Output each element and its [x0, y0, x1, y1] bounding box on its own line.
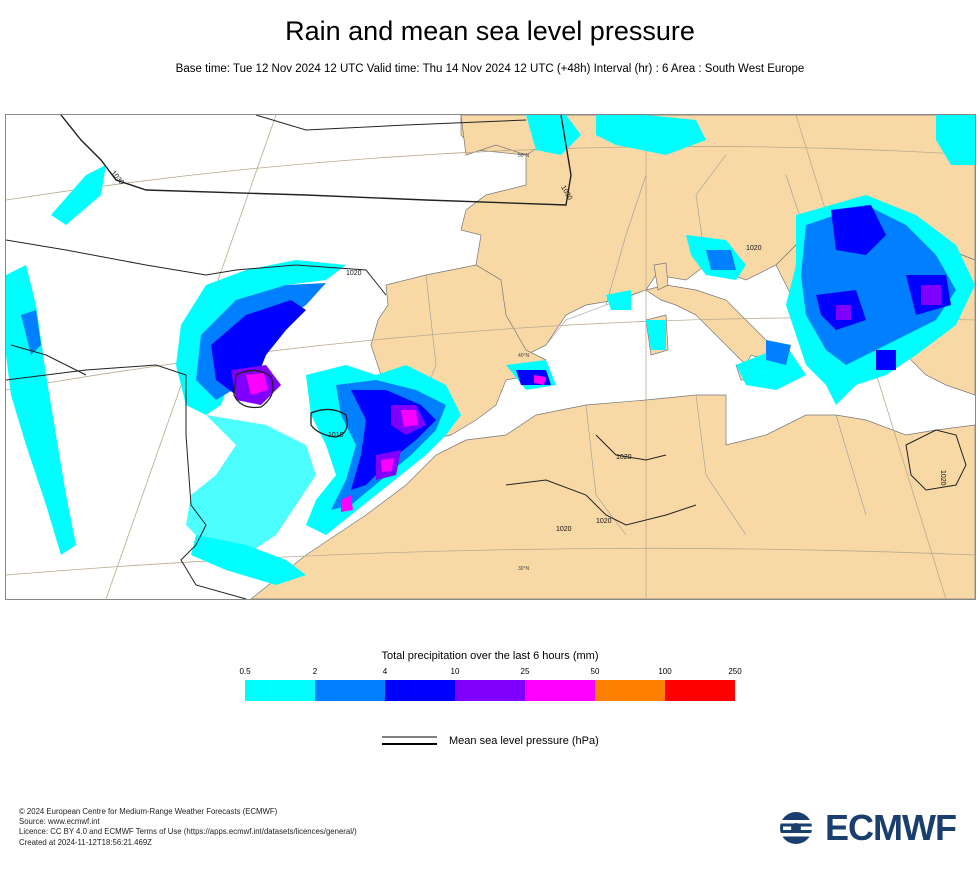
land-corsica — [653, 262, 669, 291]
isobar-label-1020-atlantic: 1020 — [346, 270, 362, 277]
footer-copyright: © 2024 European Centre for Medium-Range … — [19, 807, 278, 816]
ecmwf-logo: ECMWF — [779, 807, 957, 848]
legend-tick: 50 — [590, 667, 600, 676]
footer-source: Source: www.ecmwf.int — [19, 817, 100, 827]
ecmwf-logo-text: ECMWF — [825, 807, 957, 848]
precipitation-colorbar — [245, 680, 735, 701]
legend-tick: 4 — [382, 667, 388, 676]
legend-tick: 2 — [312, 667, 318, 676]
land-britain — [460, 115, 552, 156]
isobar-label-1020-sahara-b: 1020 — [556, 526, 572, 533]
isobar-label-1010: 1010 — [328, 432, 344, 439]
colorbar-swatch — [595, 680, 665, 701]
isobar-label-1020-italy: 1020 — [746, 245, 762, 252]
map-canvas: 50°N 40°N 30°N — [6, 115, 975, 599]
lat-label-30: 30°N — [518, 566, 530, 572]
graticule-labels: 50°N 40°N 30°N — [518, 153, 530, 572]
colorbar-swatch — [385, 680, 455, 701]
pressure-legend-label: Mean sea level pressure (hPa) — [449, 735, 599, 747]
lat-label-40: 40°N — [518, 353, 530, 359]
legend-tick: 0.5 — [239, 667, 251, 676]
pressure-line-key — [382, 736, 437, 745]
footer-licence: Licence: CC BY 4.0 and ECMWF Terms of Us… — [19, 827, 357, 837]
ecmwf-logo-icon — [779, 812, 821, 844]
colorbar-swatch — [455, 680, 525, 701]
map-title: Rain and mean sea level pressure — [285, 16, 695, 46]
colorbar-swatch — [665, 680, 735, 701]
colorbar-swatch — [315, 680, 385, 701]
precip-magenta — [246, 373, 546, 512]
weather-map[interactable]: 50°N 40°N 30°N — [5, 114, 976, 600]
legend-tick: 250 — [728, 667, 742, 676]
isobars — [6, 115, 967, 599]
legend-tick: 25 — [520, 667, 530, 676]
isobar-label-1020-algeria: 1020 — [616, 454, 632, 461]
isobar-label-1020-sahara-a: 1020 — [596, 518, 612, 525]
legend-tick: 10 — [450, 667, 460, 676]
map-subtitle: Base time: Tue 12 Nov 2024 12 UTC Valid … — [175, 63, 805, 75]
legend-tick: 100 — [658, 667, 672, 676]
footer-credits: © 2024 European Centre for Medium-Range … — [19, 807, 357, 848]
colorbar-swatch — [245, 680, 315, 701]
footer-created: Created at 2024-11-12T18:56:21.469Z — [19, 837, 152, 847]
lat-label-50: 50°N — [518, 153, 530, 159]
isobar-label-1020-libya: 1020 — [939, 470, 946, 486]
legend-title: Total precipitation over the last 6 hour… — [381, 650, 599, 662]
colorbar-swatch — [525, 680, 595, 701]
